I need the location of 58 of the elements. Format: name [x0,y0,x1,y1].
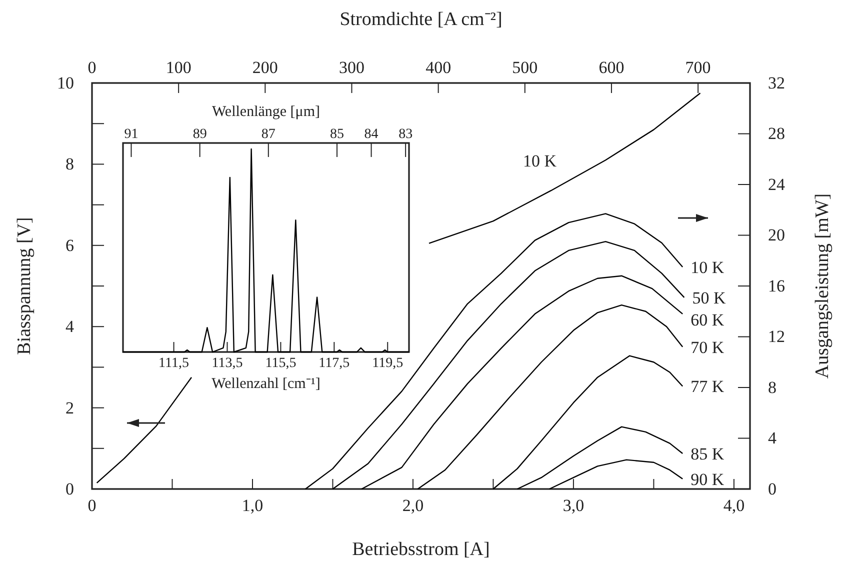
x2-tick-label: 0 [88,58,96,77]
y-tick-label: 8 [66,154,74,174]
y2-tick-label: 4 [768,428,777,448]
line-series [417,304,684,490]
x2-tick-label: 89 [192,127,207,142]
y-tick-label: 6 [66,236,74,255]
x2-axis-title: Wellenlänge [μm] [212,104,320,120]
y-tick-label: 4 [66,317,74,336]
x2-tick-label: 500 [512,58,538,77]
series-label: 85 K [690,444,725,464]
series-label: 10 K [522,152,558,171]
x2-tick-label: 83 [398,127,413,142]
x-tick-label: 111,5 [158,356,190,371]
x-tick-label: 0 [88,496,96,516]
x2-tick-label: 700 [685,58,711,77]
line-series [516,426,684,490]
y2-tick-label: 12 [768,327,785,346]
x-axis-title: Wellenzahl [cm⁻¹] [212,376,320,392]
x2-tick-label: 100 [166,58,192,77]
series-label: 10 K [690,258,725,277]
y2-tick-label: 16 [768,276,785,296]
x2-tick-label: 400 [426,58,452,77]
y2-tick-label: 8 [768,378,776,397]
y2-tick-label: 28 [768,124,785,144]
x-tick-label: 115,5 [265,356,296,371]
x-axis-title: Betriebsstrom [A] [352,539,490,560]
y-axis-title: Biasspannung [V] [14,217,35,355]
y-tick-label: 10 [57,73,74,92]
x-tick-label: 1,0 [242,496,264,516]
x2-tick-label: 600 [598,58,624,77]
y2-tick-label: 0 [768,479,776,498]
x2-tick-label: 91 [124,127,138,142]
x-tick-label: 2,0 [402,496,424,516]
x2-tick-label: 200 [252,58,278,77]
x-tick-label: 4,0 [723,496,745,516]
x2-tick-label: 300 [338,58,364,77]
series-label: 77 K [690,377,725,396]
x-tick-label: 113,5 [212,356,243,371]
series-label: 60 K [690,310,725,330]
x-tick-label: 3,0 [562,496,584,516]
x2-tick-label: 85 [330,127,344,142]
y2-tick-label: 20 [768,226,785,245]
x-tick-label: 117,5 [318,356,350,371]
x2-axis-title: Stromdichte [A cm⁻²] [340,9,502,30]
y-tick-label: 2 [66,398,74,418]
line-series [548,459,684,490]
series-label: 50 K [692,288,726,308]
y-tick-label: 0 [66,479,74,498]
x2-tick-label: 84 [364,127,378,142]
line-series [361,275,684,490]
x-tick-label: 119,5 [372,356,404,371]
x2-tick-label: 87 [261,127,276,142]
series-label: 90 K [690,470,725,489]
y2-tick-label: 24 [768,174,786,194]
y2-tick-label: 32 [768,73,785,92]
y2-axis-title: Ausgangsleistung [mW] [812,193,833,379]
line-series [492,355,684,490]
series-label: 70 K [690,338,725,357]
